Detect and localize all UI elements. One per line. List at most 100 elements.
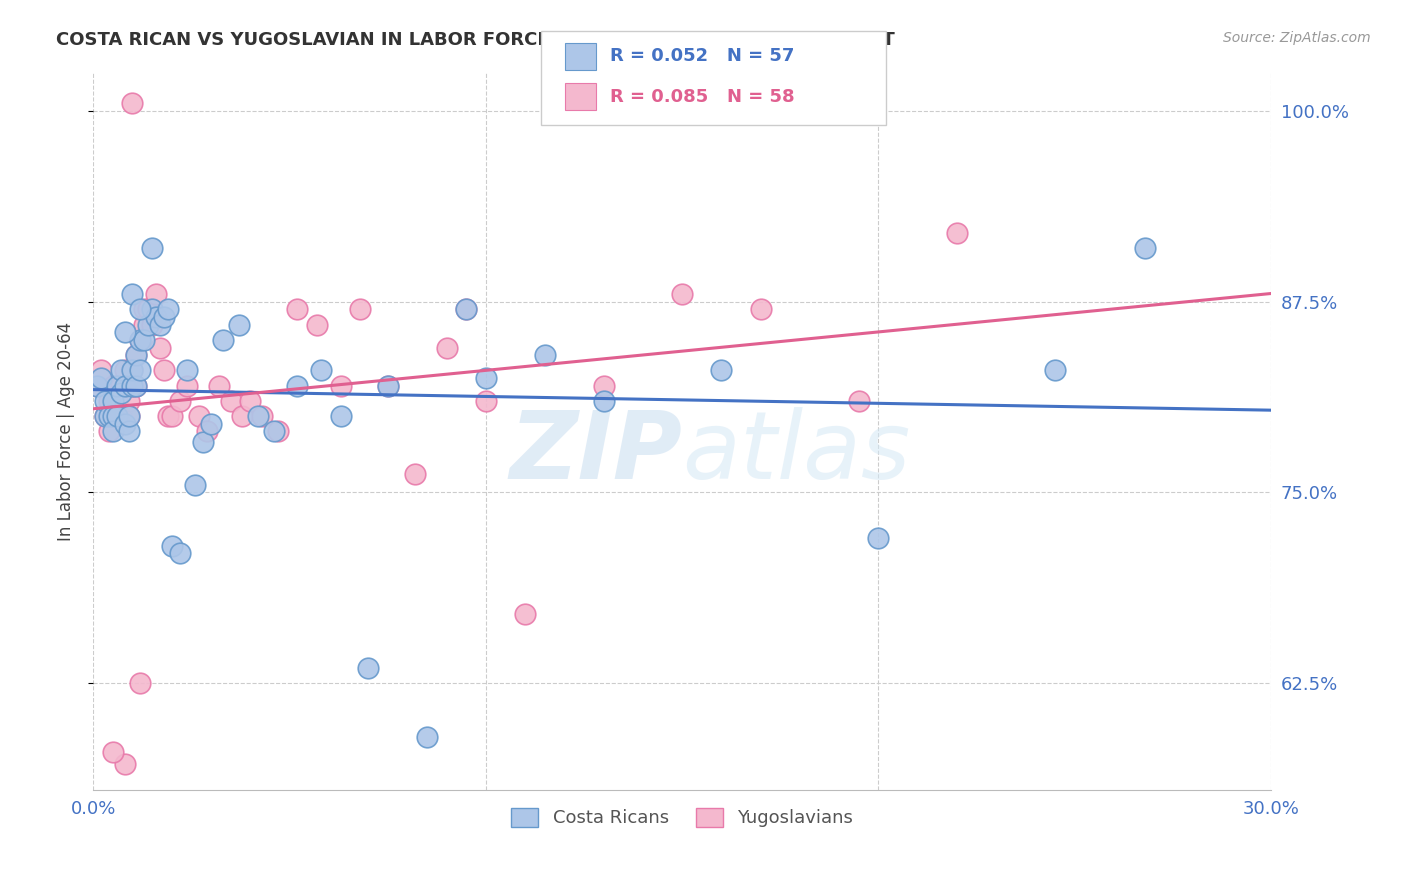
Point: [125, 378, 148, 392]
Point: [184, 478, 207, 492]
Point: [193, 435, 215, 450]
Point: [97, 425, 120, 439]
Point: [134, 302, 156, 317]
Point: [94, 409, 117, 424]
Point: [309, 363, 332, 377]
Text: ZIP: ZIP: [509, 407, 682, 499]
Point: [263, 425, 285, 439]
Point: [208, 378, 231, 392]
Point: [101, 393, 124, 408]
Point: [219, 393, 242, 408]
Point: [117, 409, 139, 424]
Point: [188, 409, 211, 424]
Point: [94, 393, 117, 408]
Point: [117, 409, 139, 424]
Point: [228, 318, 250, 332]
Point: [110, 386, 132, 401]
Point: [90, 371, 112, 385]
Text: R = 0.085   N = 58: R = 0.085 N = 58: [610, 88, 794, 106]
Text: R = 0.052   N = 57: R = 0.052 N = 57: [610, 47, 794, 65]
Point: [129, 302, 152, 317]
Point: [101, 425, 124, 439]
Point: [101, 378, 124, 392]
Point: [211, 333, 233, 347]
Point: [114, 756, 136, 771]
Point: [200, 417, 222, 431]
Point: [195, 425, 218, 439]
Point: [129, 676, 152, 690]
Point: [114, 417, 136, 431]
Point: [114, 378, 136, 392]
Point: [156, 409, 179, 424]
Point: [749, 302, 772, 317]
Point: [101, 409, 124, 424]
Point: [475, 393, 498, 408]
Point: [86, 378, 108, 392]
Point: [134, 318, 156, 332]
Point: [287, 378, 309, 392]
Point: [329, 409, 352, 424]
Text: Source: ZipAtlas.com: Source: ZipAtlas.com: [1223, 31, 1371, 45]
Point: [149, 341, 172, 355]
Point: [169, 546, 191, 560]
Point: [149, 318, 172, 332]
Point: [101, 409, 124, 424]
Point: [250, 409, 273, 424]
Point: [141, 241, 163, 255]
Point: [305, 318, 328, 332]
Point: [848, 393, 870, 408]
Point: [90, 363, 112, 377]
Point: [416, 730, 439, 744]
Point: [176, 363, 198, 377]
Point: [129, 333, 152, 347]
Point: [121, 96, 143, 111]
Point: [136, 302, 159, 317]
Point: [239, 393, 262, 408]
Point: [456, 302, 478, 317]
Point: [105, 409, 128, 424]
Point: [94, 409, 117, 424]
Point: [121, 378, 143, 392]
Point: [349, 302, 371, 317]
Point: [105, 409, 128, 424]
Point: [247, 409, 270, 424]
Point: [121, 363, 143, 377]
Point: [145, 310, 167, 324]
Point: [141, 318, 163, 332]
Point: [141, 302, 163, 317]
Point: [287, 302, 309, 317]
Point: [169, 393, 191, 408]
Point: [592, 393, 614, 408]
Point: [97, 409, 120, 424]
Point: [436, 341, 458, 355]
Point: [121, 378, 143, 392]
Point: [156, 302, 179, 317]
Point: [145, 287, 167, 301]
Point: [377, 378, 399, 392]
Point: [129, 333, 152, 347]
Point: [456, 302, 478, 317]
Point: [160, 409, 183, 424]
Point: [231, 409, 253, 424]
Point: [176, 378, 198, 392]
Point: [114, 363, 136, 377]
Point: [86, 378, 108, 392]
Point: [121, 287, 143, 301]
Point: [105, 393, 128, 408]
Point: [117, 393, 139, 408]
Point: [357, 661, 380, 675]
Point: [533, 348, 555, 362]
Text: atlas: atlas: [682, 408, 911, 499]
Point: [114, 378, 136, 392]
Point: [671, 287, 693, 301]
Point: [110, 363, 132, 377]
Point: [267, 425, 290, 439]
Point: [125, 348, 148, 362]
Point: [110, 378, 132, 392]
Point: [110, 409, 132, 424]
Point: [946, 226, 969, 240]
Point: [129, 363, 152, 377]
Point: [475, 371, 498, 385]
Text: COSTA RICAN VS YUGOSLAVIAN IN LABOR FORCE | AGE 20-64 CORRELATION CHART: COSTA RICAN VS YUGOSLAVIAN IN LABOR FORC…: [56, 31, 896, 49]
Point: [329, 378, 352, 392]
